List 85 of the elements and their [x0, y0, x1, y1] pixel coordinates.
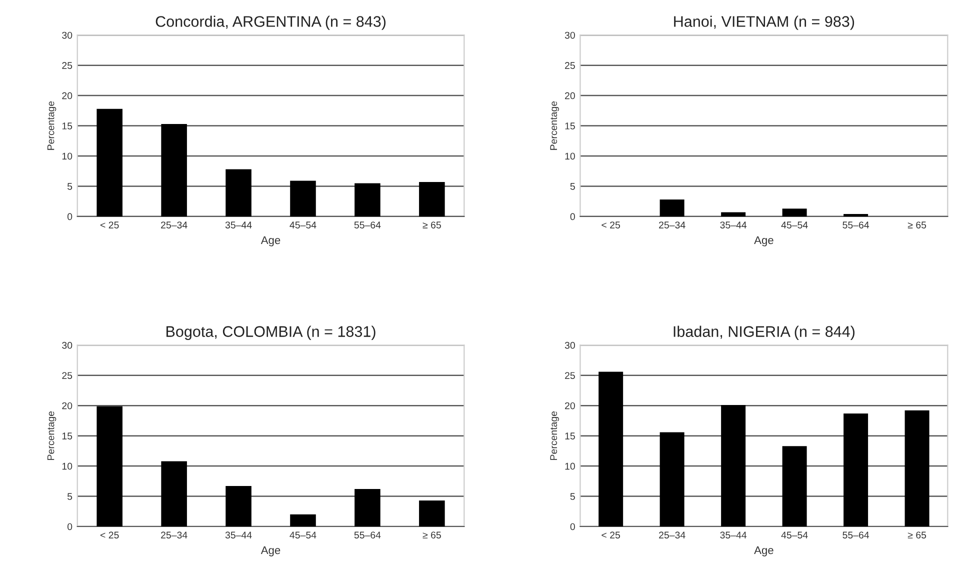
- y-tick-label: 10: [62, 462, 72, 470]
- y-axis-title: Percentage: [47, 411, 56, 460]
- x-axis-title: Age: [754, 236, 774, 246]
- bar: [721, 212, 746, 216]
- y-tick-label: 20: [62, 402, 72, 410]
- bar: [161, 461, 187, 526]
- y-tick-label: 20: [565, 92, 575, 100]
- y-tick-label: 5: [67, 183, 72, 190]
- y-tick-label: 5: [570, 183, 575, 190]
- x-tick-label: < 25: [602, 222, 620, 228]
- x-tick-label: 55–64: [354, 532, 381, 538]
- y-tick-label: 25: [62, 62, 72, 69]
- bar: [782, 446, 807, 526]
- y-tick-label: 10: [565, 152, 575, 160]
- bar: [290, 180, 316, 216]
- chart-title: Bogota, COLOMBIA (n = 1831): [166, 326, 376, 340]
- x-tick-label: 55–64: [842, 222, 870, 228]
- x-tick-label: 45–54: [290, 222, 316, 228]
- y-tick-label: 20: [62, 92, 72, 100]
- chart-title: Hanoi, VIETNAM (n = 983): [674, 16, 854, 30]
- chart-title: Concordia, ARGENTINA (n = 843): [156, 16, 386, 30]
- bar: [660, 432, 684, 526]
- bar: [782, 208, 807, 216]
- y-tick-label: 25: [565, 372, 575, 379]
- bar: [419, 182, 445, 216]
- y-axis-title: Percentage: [550, 411, 559, 460]
- x-tick-label: 45–54: [781, 532, 808, 538]
- x-tick-label: 55–64: [354, 222, 381, 228]
- y-tick-label: 20: [565, 402, 575, 410]
- x-axis-title: Age: [754, 546, 774, 556]
- x-tick-label: 25–34: [161, 222, 188, 228]
- x-tick-label: 45–54: [781, 222, 808, 228]
- x-tick-label: 25–34: [161, 532, 188, 538]
- x-tick-label: 25–34: [659, 532, 686, 538]
- y-tick-label: 5: [67, 493, 72, 500]
- bar: [598, 372, 624, 526]
- x-tick-label: 55–64: [842, 532, 870, 538]
- x-tick-label: < 25: [100, 222, 119, 228]
- y-tick-label: 0: [570, 523, 575, 530]
- y-tick-label: 30: [62, 342, 72, 349]
- y-tick-label: 30: [62, 32, 72, 39]
- x-axis-title: Age: [260, 236, 280, 246]
- bar: [290, 514, 316, 526]
- x-tick-label: < 25: [100, 532, 119, 538]
- x-tick-label: ≥ 65: [422, 222, 441, 228]
- bar: [844, 413, 868, 526]
- bar: [96, 108, 122, 216]
- y-axis-title: Percentage: [550, 101, 559, 150]
- x-tick-label: ≥ 65: [908, 222, 926, 228]
- y-tick-label: 30: [564, 32, 575, 39]
- x-tick-label: 35–44: [720, 222, 747, 228]
- x-tick-label: 45–54: [290, 532, 316, 538]
- y-tick-label: 10: [565, 462, 575, 470]
- bar: [161, 124, 187, 216]
- x-axis-title: Age: [260, 546, 280, 556]
- x-tick-label: ≥ 65: [908, 532, 926, 538]
- y-tick-label: 15: [62, 122, 72, 130]
- bar: [96, 406, 122, 526]
- x-tick-label: 35–44: [720, 532, 747, 538]
- bar: [354, 183, 380, 216]
- bar: [904, 410, 930, 526]
- y-tick-label: 0: [570, 213, 575, 220]
- y-tick-label: 15: [62, 432, 72, 440]
- chart-title: Ibadan, NIGERIA (n = 844): [674, 326, 854, 340]
- y-tick-label: 5: [570, 493, 575, 500]
- x-tick-label: < 25: [602, 532, 620, 538]
- x-tick-label: ≥ 65: [422, 532, 441, 538]
- y-tick-label: 25: [62, 372, 72, 379]
- y-tick-label: 0: [67, 213, 72, 220]
- bar: [354, 489, 380, 526]
- x-tick-label: 25–34: [659, 222, 686, 228]
- bar: [721, 404, 746, 526]
- bar: [419, 500, 445, 526]
- y-tick-label: 25: [565, 62, 575, 69]
- bar: [660, 200, 684, 216]
- y-tick-label: 15: [565, 122, 575, 130]
- x-tick-label: 35–44: [225, 222, 252, 228]
- bar: [226, 169, 252, 216]
- bar: [226, 486, 252, 526]
- x-tick-label: 35–44: [225, 532, 252, 538]
- y-tick-label: 15: [565, 432, 575, 440]
- y-axis-title: Percentage: [47, 101, 56, 150]
- y-tick-label: 10: [62, 152, 72, 160]
- y-tick-label: 30: [564, 342, 575, 349]
- y-tick-label: 0: [67, 523, 72, 530]
